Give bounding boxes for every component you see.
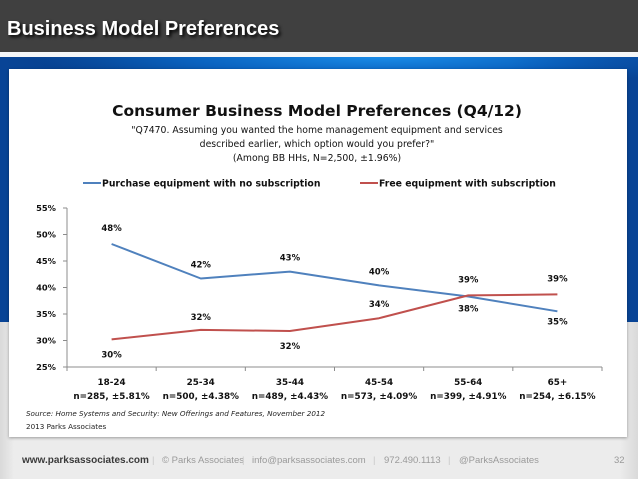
- y-tick-label: 50%: [36, 230, 57, 240]
- x-category-sample-label: n=500, ±4.38%: [163, 392, 239, 402]
- footer-phone: 972.490.1113: [384, 455, 441, 466]
- footer-email-link[interactable]: info@parksassociates.com: [252, 455, 366, 466]
- legend-label-free: Free equipment with subscription: [379, 179, 556, 190]
- legend: Purchase equipment with no subscription …: [83, 179, 556, 190]
- axes: [63, 207, 603, 371]
- x-category-label: 65+: [548, 378, 568, 388]
- x-category-label: 45-54: [365, 378, 393, 388]
- y-axis-tick-labels: 25% 30% 35% 40% 45% 50% 55%: [36, 203, 57, 372]
- data-label-purchase: 42%: [191, 260, 212, 270]
- data-label-purchase: 43%: [280, 254, 301, 264]
- data-label-free: 30%: [101, 350, 122, 360]
- series-lines: [111, 243, 558, 341]
- data-label-purchase: 38%: [458, 305, 479, 315]
- data-label-free: 39%: [458, 275, 479, 285]
- x-category-label: 35-44: [276, 378, 304, 388]
- x-category-sample-label: n=285, ±5.81%: [73, 392, 149, 402]
- y-tick-label: 55%: [36, 203, 57, 213]
- data-label-free: 39%: [547, 274, 568, 284]
- chart-subtitle-line-2: described earlier, which option would yo…: [200, 139, 435, 150]
- data-label-free: 34%: [369, 300, 390, 310]
- x-category-label: 55-64: [454, 378, 482, 388]
- data-label-free: 32%: [191, 313, 212, 323]
- x-category-sample-label: n=489, ±4.43%: [252, 392, 328, 402]
- footer-website-link[interactable]: www.parksassociates.com: [22, 455, 149, 466]
- y-tick-label: 40%: [36, 283, 57, 293]
- x-category-label: 25-34: [187, 378, 215, 388]
- y-tick-label: 45%: [36, 256, 57, 266]
- series-line-free: [111, 293, 558, 341]
- footer-separator: |: [373, 455, 376, 466]
- x-category-sample-label: n=399, ±4.91%: [430, 392, 506, 402]
- footer-separator: |: [242, 455, 245, 466]
- footer-separator: |: [448, 455, 451, 466]
- chart-title: Consumer Business Model Preferences (Q4/…: [112, 102, 522, 120]
- header-divider: [0, 52, 638, 57]
- y-tick-label: 35%: [36, 309, 57, 319]
- x-axis-tick-labels: 18-24 n=285, ±5.81% 25-34 n=500, ±4.38% 35-4…: [73, 378, 595, 402]
- legend-label-purchase: Purchase equipment with no subscription: [102, 179, 320, 190]
- x-category-label: 18-24: [98, 378, 126, 388]
- data-label-purchase: 48%: [101, 224, 122, 234]
- data-label-free: 32%: [280, 342, 301, 352]
- copyright-note: 2013 Parks Associates: [26, 422, 107, 431]
- footer-copyright: © Parks Associates: [162, 455, 244, 466]
- slide-footer: www.parksassociates.com | © Parks Associ…: [0, 446, 638, 476]
- x-category-sample-label: n=254, ±6.15%: [519, 392, 595, 402]
- chart-panel: Consumer Business Model Preferences (Q4/…: [9, 69, 627, 437]
- line-chart: Consumer Business Model Preferences (Q4/…: [26, 102, 603, 431]
- data-label-purchase: 35%: [547, 317, 568, 327]
- series-line-purchase: [111, 243, 558, 313]
- y-tick-label: 30%: [36, 336, 57, 346]
- data-label-purchase: 40%: [369, 267, 390, 277]
- x-category-sample-label: n=573, ±4.09%: [341, 392, 417, 402]
- chart-subtitle-line-1: "Q7470. Assuming you wanted the home man…: [131, 125, 503, 136]
- slide-header-bar: Business Model Preferences: [0, 0, 638, 52]
- footer-twitter-link[interactable]: @ParksAssociates: [459, 455, 539, 466]
- footer-separator: |: [152, 455, 155, 466]
- chart-subtitle-line-3: (Among BB HHs, N=2,500, ±1.96%): [233, 153, 401, 164]
- source-citation: Source: Home Systems and Security: New O…: [26, 409, 325, 418]
- y-tick-label: 25%: [36, 362, 57, 372]
- data-labels: 48% 42% 43% 40% 38% 35% 30% 32% 32% 34% 39% 39%: [101, 224, 568, 360]
- page-number: 32: [614, 455, 625, 466]
- slide-title: Business Model Preferences: [7, 18, 280, 40]
